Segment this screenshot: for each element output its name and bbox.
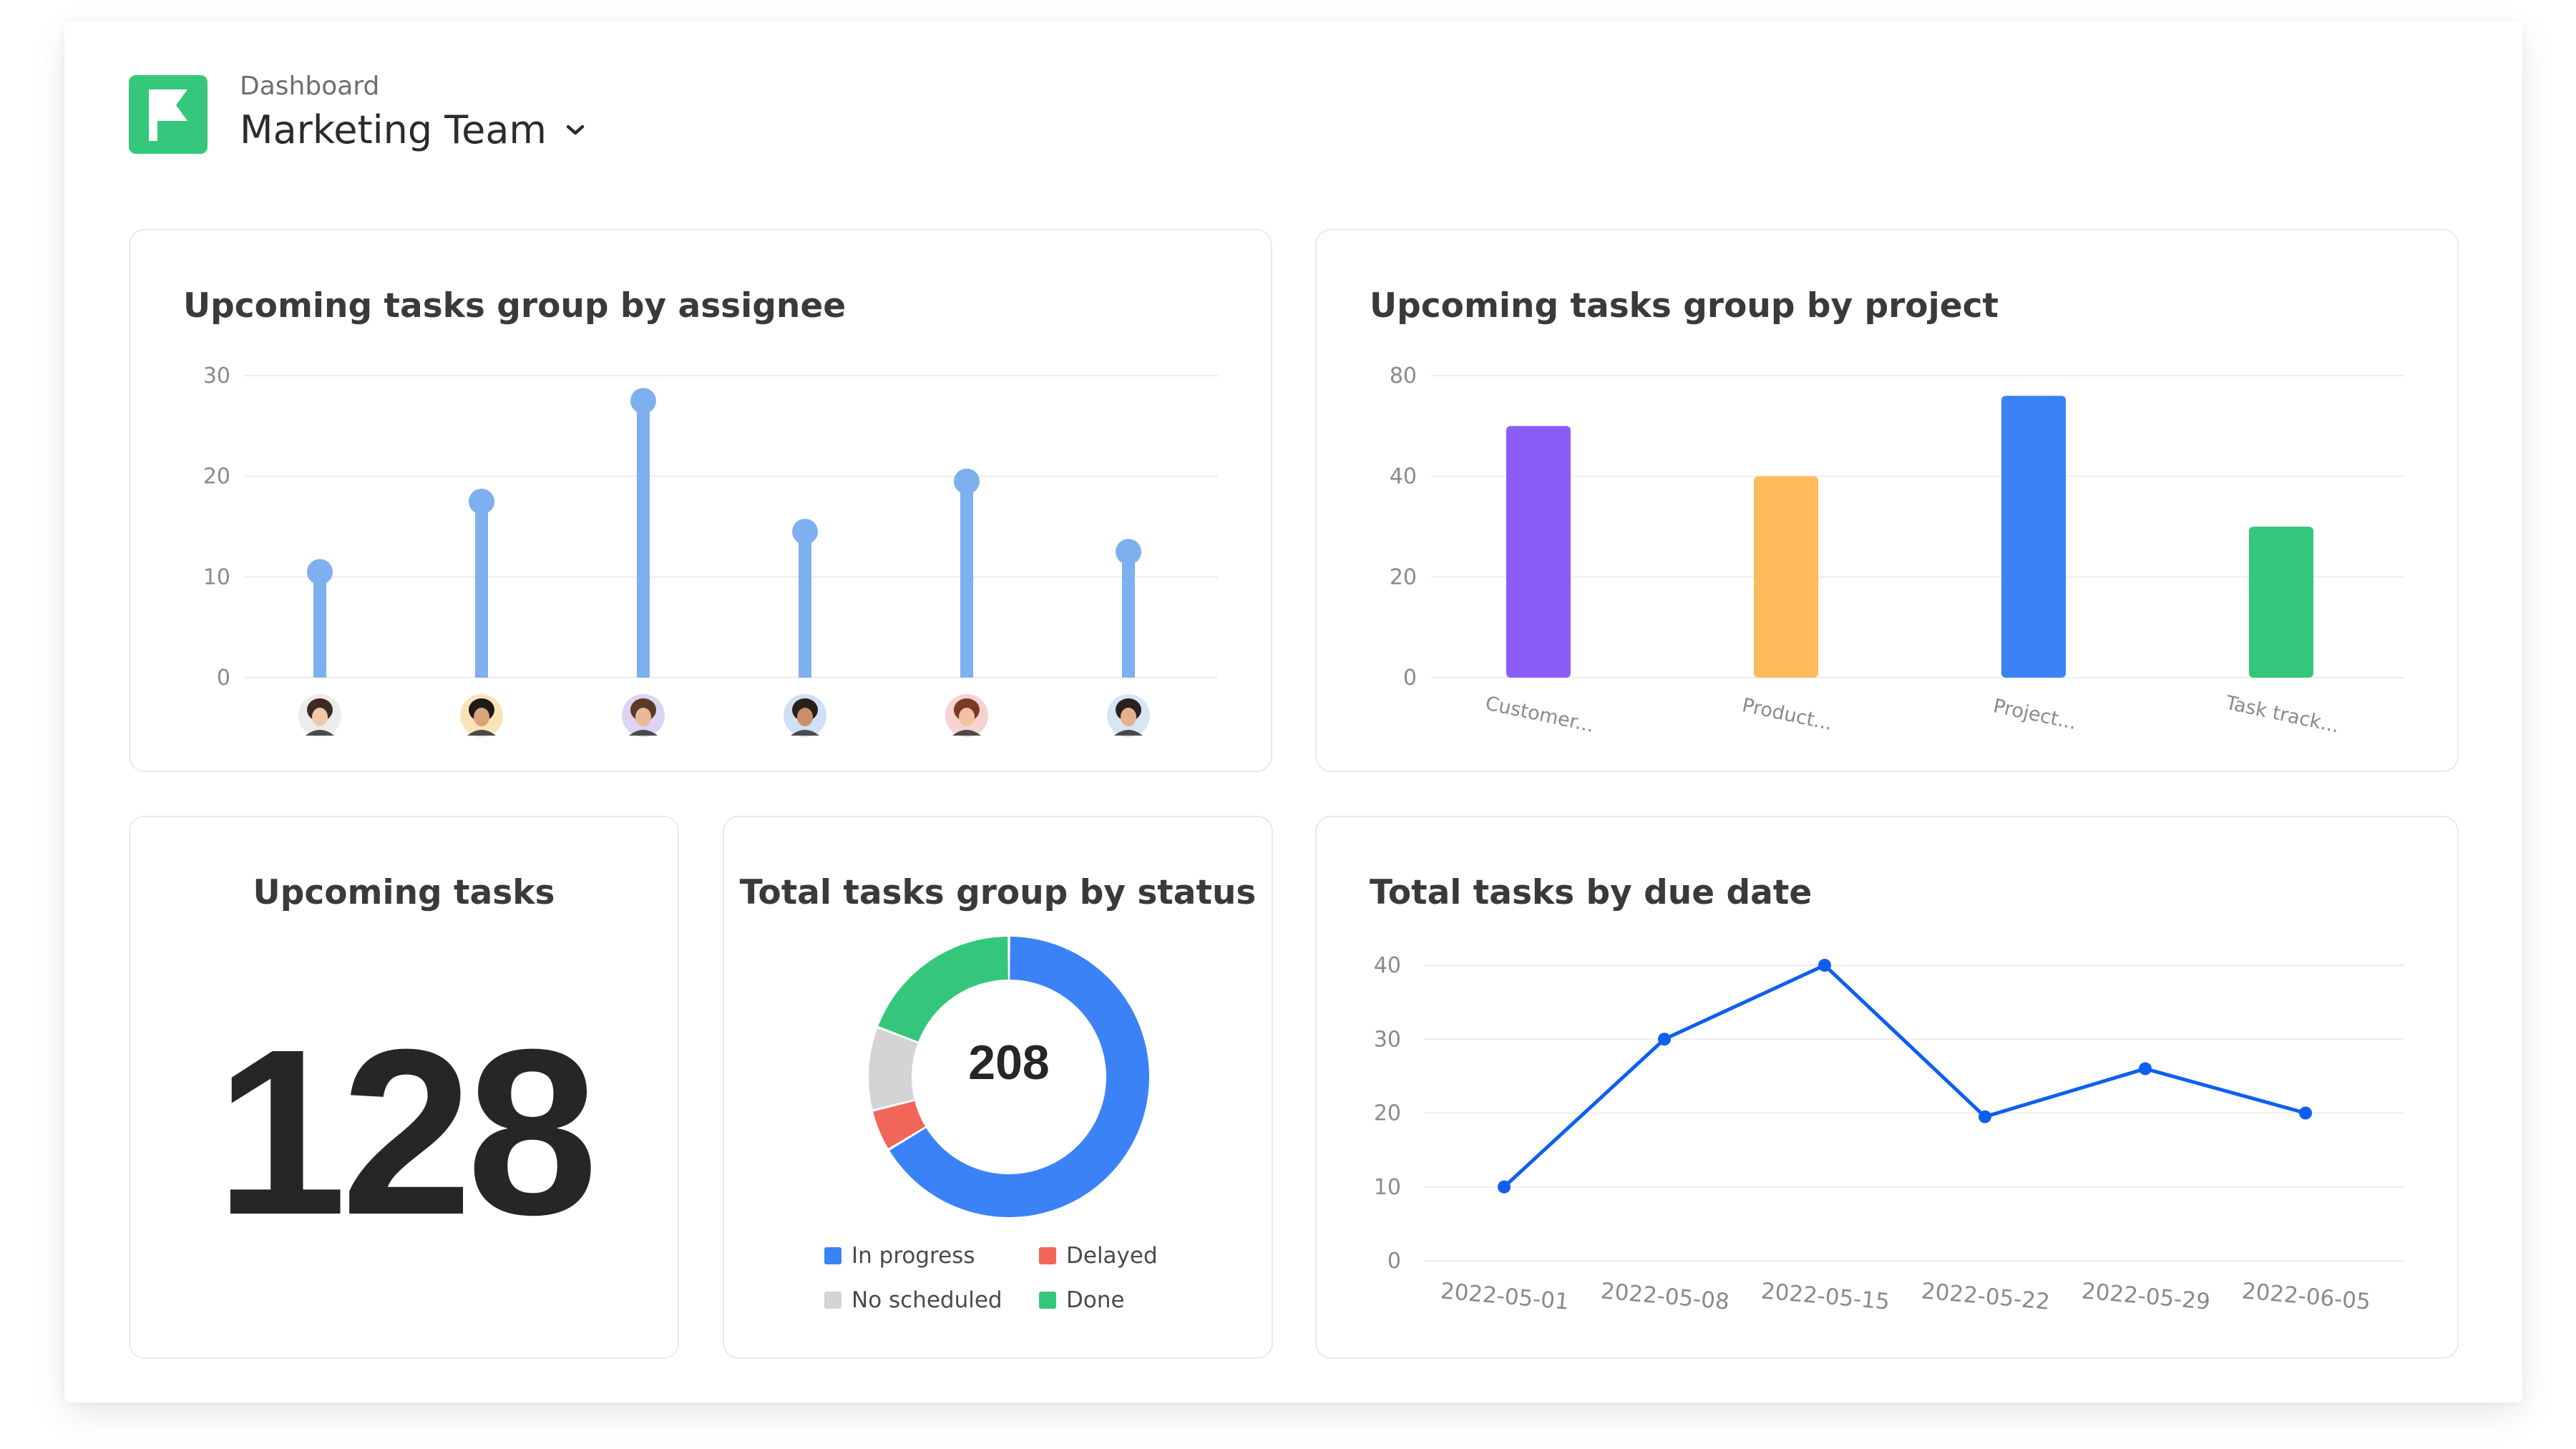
y-tick-label: 10 xyxy=(203,565,230,590)
y-tick-label: 30 xyxy=(203,364,230,389)
x-tick-label: 2022-05-22 xyxy=(1921,1278,2051,1315)
x-tick-label: Customer... xyxy=(1483,692,1596,736)
avatar-face xyxy=(1121,708,1136,726)
y-tick-label: 20 xyxy=(203,464,230,489)
legend-swatch xyxy=(824,1247,841,1264)
donut-total: 208 xyxy=(968,1035,1049,1090)
avatar-shoulders xyxy=(306,730,334,736)
avatar-shoulders xyxy=(791,730,819,736)
bar xyxy=(2249,527,2313,678)
y-tick-label: 80 xyxy=(1390,364,1417,389)
y-tick-label: 40 xyxy=(1390,464,1417,489)
upcoming-tasks-card: Upcoming tasks 128 xyxy=(129,816,679,1359)
legend-swatch xyxy=(1039,1292,1056,1309)
status-chart-card: Total tasks group by status 208 In progr… xyxy=(723,816,1273,1359)
bar xyxy=(1754,476,1818,678)
page-title: Marketing Team xyxy=(240,107,547,152)
card-title: Upcoming tasks group by project xyxy=(1370,286,1999,326)
status-legend: In progress Delayed No scheduled Done xyxy=(824,1243,1196,1313)
avatar-shoulders xyxy=(467,730,496,736)
assignee-chart: 0 10 20 30 xyxy=(203,364,1218,737)
legend-label: Delayed xyxy=(1066,1243,1158,1269)
lollipop-dot xyxy=(954,468,980,494)
x-tick-label: Product... xyxy=(1740,694,1835,735)
data-point xyxy=(2299,1106,2312,1120)
y-tick-label: 0 xyxy=(1387,1249,1401,1274)
y-tick-label: 20 xyxy=(1390,565,1417,590)
lollipop-dot xyxy=(630,388,656,414)
lollipop-dot xyxy=(307,559,333,585)
chevron-down-icon[interactable] xyxy=(565,124,585,137)
status-donut-chart: 208 xyxy=(869,937,1149,1217)
y-tick-label: 40 xyxy=(1374,953,1401,978)
legend-label: Done xyxy=(1066,1287,1125,1313)
x-tick-label: 2022-05-29 xyxy=(2081,1278,2212,1315)
lollipop-dot xyxy=(1116,539,1141,565)
bar xyxy=(1506,426,1571,678)
x-tick-label: Project... xyxy=(1991,695,2079,734)
avatar-face xyxy=(959,708,975,726)
card-title: Total tasks group by status xyxy=(739,873,1257,912)
card-title: Total tasks by due date xyxy=(1370,873,1813,912)
avatar-face xyxy=(312,708,328,726)
y-tick-label: 0 xyxy=(217,665,230,691)
y-tick-label: 10 xyxy=(1374,1175,1401,1200)
legend-swatch xyxy=(824,1292,841,1309)
lollipop-dot xyxy=(792,519,818,545)
card-title: Upcoming tasks group by assignee xyxy=(183,286,847,326)
x-tick-label: Task track... xyxy=(2223,692,2341,738)
team-selector[interactable]: Marketing Team xyxy=(240,107,585,152)
avatar-shoulders xyxy=(629,730,658,736)
lollipop-dot xyxy=(469,488,494,514)
x-tick-label: 2022-05-15 xyxy=(1760,1278,1891,1315)
series-line xyxy=(1503,963,2306,1189)
legend-item[interactable]: Delayed xyxy=(1039,1243,1196,1269)
breadcrumb[interactable]: Dashboard xyxy=(240,72,380,101)
y-tick-label: 0 xyxy=(1403,665,1417,691)
y-tick-label: 30 xyxy=(1374,1027,1401,1052)
data-point xyxy=(1498,1180,1511,1194)
legend-item[interactable]: In progress xyxy=(824,1243,1039,1269)
donut-slice xyxy=(889,937,1149,1217)
data-point xyxy=(1658,1033,1671,1046)
avatar-face xyxy=(474,708,489,726)
card-title: Upcoming tasks xyxy=(253,873,555,912)
data-point xyxy=(1979,1110,1991,1123)
avatar-shoulders xyxy=(1114,730,1143,736)
legend-item[interactable]: Done xyxy=(1039,1287,1196,1313)
y-tick-label: 20 xyxy=(1374,1101,1401,1126)
dashboard-window: Dashboard Marketing Team Upcoming tasks … xyxy=(64,21,2522,1402)
x-tick-label: 2022-05-08 xyxy=(1600,1278,1731,1315)
project-chart: 0 20 40 80 Customer... Product... Project... Ta… xyxy=(1390,364,2404,738)
due-date-line-chart: 0 10 20 30 40 2022-05-01 2022-05-08 2022-05-15 2… xyxy=(1374,953,2404,1315)
legend-label: In progress xyxy=(852,1243,975,1269)
avatar-face xyxy=(635,708,651,726)
donut-slice xyxy=(873,1101,925,1148)
legend-item[interactable]: No scheduled xyxy=(824,1287,1039,1313)
project-chart-card: Upcoming tasks group by project 0 20 40 80 C… xyxy=(1315,229,2459,772)
avatar-face xyxy=(797,708,813,726)
x-tick-label: 2022-06-05 xyxy=(2241,1278,2372,1315)
flag-icon[interactable] xyxy=(129,75,208,154)
avatar-shoulders xyxy=(952,730,981,736)
data-point xyxy=(1818,959,1831,972)
bar xyxy=(2001,396,2066,678)
due-date-chart-card: Total tasks by due date 0 10 20 30 40 2022-05… xyxy=(1315,816,2459,1359)
assignee-chart-card: Upcoming tasks group by assignee 0 10 20 30 xyxy=(129,229,1272,772)
upcoming-tasks-count: 128 xyxy=(215,1000,598,1264)
data-point xyxy=(2139,1062,2152,1075)
donut-slice xyxy=(878,937,1008,1042)
legend-label: No scheduled xyxy=(852,1287,1002,1313)
legend-swatch xyxy=(1039,1247,1056,1264)
x-tick-label: 2022-05-01 xyxy=(1440,1278,1571,1315)
donut-slice xyxy=(869,1028,918,1110)
